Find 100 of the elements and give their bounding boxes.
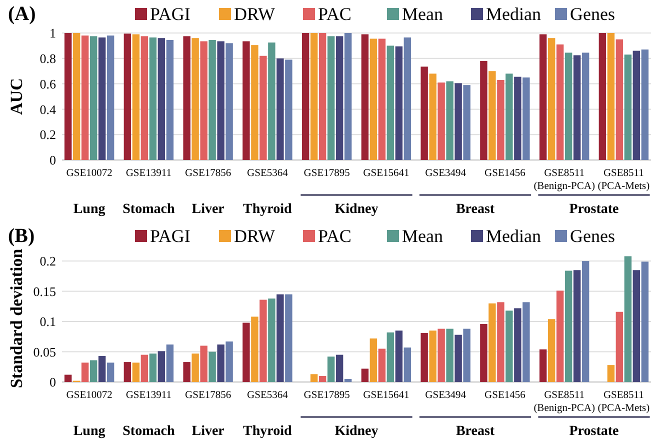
bar xyxy=(420,66,428,160)
x-tick-label: GSE10072 xyxy=(66,390,112,401)
bar xyxy=(582,261,590,382)
bar xyxy=(539,34,547,160)
text: Breast xyxy=(456,424,495,439)
bar xyxy=(318,376,326,382)
bar xyxy=(386,332,394,382)
bar xyxy=(192,354,199,382)
bar xyxy=(438,328,445,382)
text: Lung xyxy=(73,202,106,217)
text: Prostate xyxy=(569,424,619,439)
x-tick-label: GSE8511 (Benign-PCA) xyxy=(534,168,596,192)
x-tick-label: GSE1456 xyxy=(484,168,526,179)
bar xyxy=(488,303,496,382)
bar xyxy=(200,346,208,382)
y-tick-label: 0.15 xyxy=(33,284,56,299)
bar xyxy=(404,348,412,382)
bar xyxy=(217,344,224,382)
x-tick-label: GSE13911 xyxy=(126,390,172,401)
x-tick-label: GSE13911 xyxy=(126,168,172,179)
bar xyxy=(607,365,615,382)
y-tick-label: 0.2 xyxy=(40,127,56,142)
text: Kidney xyxy=(334,202,378,217)
bar xyxy=(344,33,352,160)
bar xyxy=(454,83,462,160)
bar xyxy=(607,33,615,160)
y-axis-title: AUC xyxy=(7,78,26,115)
bar xyxy=(327,36,335,160)
bar xyxy=(208,352,216,382)
bar xyxy=(260,56,267,160)
y-tick-label: 1 xyxy=(50,26,56,41)
bar xyxy=(98,356,106,382)
bar xyxy=(226,341,233,382)
bar xyxy=(106,36,114,160)
bar xyxy=(276,58,284,160)
bar xyxy=(336,36,344,160)
x-tick-label: GSE17856 xyxy=(185,168,232,179)
bar xyxy=(158,351,166,382)
y-tick-label: 0.1 xyxy=(40,314,56,330)
x-tick-label: GSE8511 (PCA-Mets) xyxy=(598,390,650,414)
bar xyxy=(251,316,258,382)
y-axis-title: Standard deviation xyxy=(7,248,26,388)
legend-label: PAC xyxy=(318,4,352,24)
bar xyxy=(90,36,98,160)
x-tick-label: GSE15641 xyxy=(363,168,410,179)
bar xyxy=(378,38,386,160)
text: Liver xyxy=(192,424,224,439)
bar xyxy=(454,334,462,382)
bar xyxy=(429,74,436,160)
bar xyxy=(166,344,174,382)
bar xyxy=(208,40,216,160)
bar xyxy=(183,362,190,382)
bar xyxy=(158,38,166,160)
bar xyxy=(310,33,318,160)
x-tick-label: GSE15641 xyxy=(363,390,410,401)
legend-label: DRW xyxy=(234,226,276,246)
bar xyxy=(132,34,140,160)
bar xyxy=(624,54,632,160)
bar xyxy=(564,270,572,382)
legend-label: Mean xyxy=(402,226,443,246)
text: Kidney xyxy=(334,424,378,439)
legend-label: PAGI xyxy=(150,226,190,246)
bar xyxy=(395,46,403,160)
legend-label: Mean xyxy=(402,4,443,24)
text: Stomach xyxy=(122,424,175,439)
chart-title: (A) xyxy=(8,3,36,25)
bar xyxy=(446,81,454,160)
x-tick-label: GSE8511 (PCA-Mets) xyxy=(598,168,650,192)
y-tick-label: 0.6 xyxy=(40,76,56,92)
legend-label: Median xyxy=(486,226,541,246)
bar xyxy=(327,356,335,382)
bar xyxy=(632,50,640,160)
bar xyxy=(268,298,276,382)
text: Breast xyxy=(456,202,495,217)
bar xyxy=(395,330,403,382)
bar xyxy=(514,76,522,160)
legend-label: Median xyxy=(486,4,541,24)
bar xyxy=(64,33,72,160)
bar xyxy=(106,362,114,382)
legend-label: Genes xyxy=(570,4,615,24)
legend-label: Genes xyxy=(570,226,615,246)
bar xyxy=(124,362,132,382)
legend-label: PAC xyxy=(318,226,352,246)
x-tick-label: GSE3494 xyxy=(425,168,467,179)
y-tick-label: 0.4 xyxy=(40,102,56,117)
bar xyxy=(132,362,140,382)
bar xyxy=(616,39,624,160)
bar xyxy=(276,294,284,382)
text: Stomach xyxy=(122,202,175,217)
bar xyxy=(548,319,556,382)
bar xyxy=(556,44,564,160)
bar xyxy=(480,324,488,382)
bar xyxy=(370,38,378,160)
bar xyxy=(506,74,513,160)
bar xyxy=(90,360,98,382)
x-tick-label: GSE5364 xyxy=(247,390,289,401)
x-tick-label: GSE17895 xyxy=(304,390,350,401)
bar xyxy=(226,43,233,160)
bar xyxy=(573,270,581,382)
bar xyxy=(81,362,89,382)
